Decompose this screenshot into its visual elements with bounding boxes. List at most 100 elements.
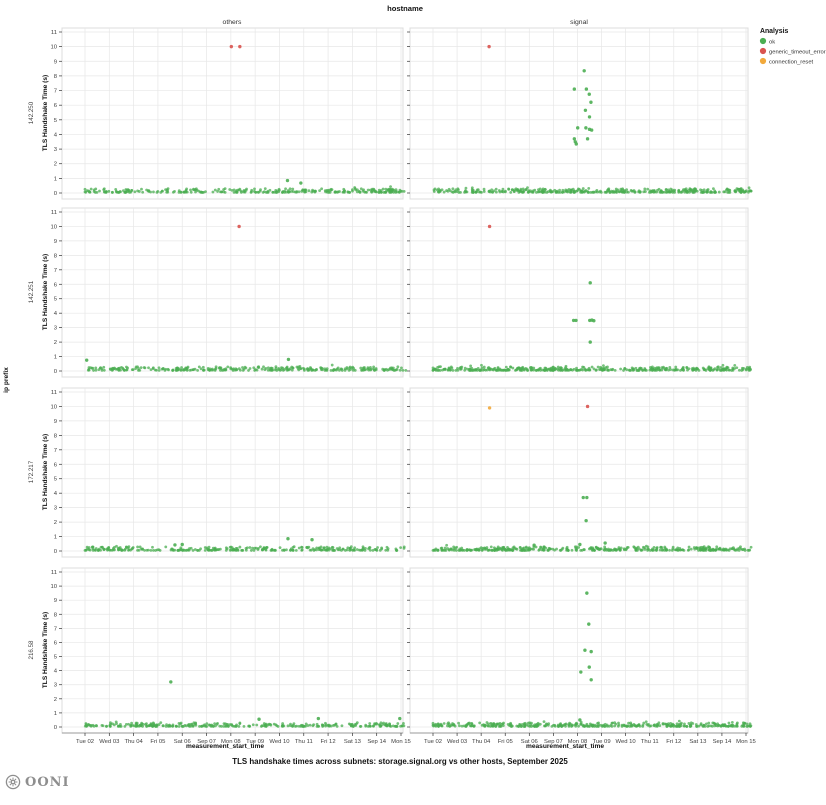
baseline-point-ok [510, 188, 514, 192]
x-tick-label: Mon 08 [568, 739, 588, 745]
baseline-point-ok [330, 363, 334, 367]
baseline-point-ok [458, 724, 461, 728]
baseline-point-ok [391, 724, 395, 728]
baseline-point-ok [453, 189, 456, 193]
baseline-point-ok [721, 363, 725, 367]
baseline-point-ok [459, 548, 463, 552]
baseline-point-ok [720, 368, 724, 372]
baseline-point-ok [611, 367, 615, 371]
baseline-point-ok [87, 368, 91, 372]
baseline-point-ok [332, 724, 335, 727]
baseline-point-ok [595, 725, 598, 728]
y-tick-label: 9 [54, 598, 57, 604]
x-tick-label: Wed 10 [269, 739, 290, 745]
baseline-point-ok [603, 722, 607, 726]
baseline-point-ok [649, 724, 653, 728]
baseline-point-ok [715, 368, 719, 372]
data-point-generic_timeout_error [487, 224, 492, 229]
baseline-point-ok [270, 548, 274, 552]
baseline-point-ok [433, 367, 437, 371]
baseline-point-ok [565, 368, 569, 372]
baseline-point-ok [626, 724, 630, 728]
baseline-point-ok [317, 546, 321, 550]
baseline-point-ok [641, 545, 645, 549]
baseline-point-ok [687, 722, 691, 725]
baseline-point-ok [137, 190, 141, 193]
y-tick-label: 3 [54, 326, 58, 332]
baseline-point-ok [254, 368, 257, 371]
baseline-point-ok [271, 190, 275, 194]
panel-172.217-signal [407, 387, 753, 558]
baseline-point-ok [200, 724, 204, 728]
baseline-point-ok [739, 190, 743, 194]
baseline-point-ok [553, 368, 557, 372]
baseline-point-ok [520, 723, 524, 726]
baseline-point-ok [656, 724, 659, 728]
x-tick-label: Thu 04 [472, 739, 491, 745]
baseline-point-ok [381, 187, 385, 191]
baseline-point-ok [530, 190, 533, 194]
baseline-point-ok [226, 365, 230, 369]
baseline-point-ok [360, 368, 363, 372]
baseline-point-ok [722, 190, 726, 194]
baseline-point-ok [694, 369, 698, 372]
baseline-point-ok [231, 548, 235, 552]
baseline-point-ok [551, 190, 555, 193]
baseline-point-ok [211, 190, 215, 194]
baseline-point-ok [182, 368, 186, 372]
baseline-point-ok [597, 190, 601, 194]
baseline-point-ok [468, 368, 472, 372]
baseline-point-ok [657, 721, 661, 725]
y-axis-title-row-1: TLS Handshake Time (s) [42, 254, 49, 330]
data-point-ok [574, 142, 578, 146]
baseline-point-ok [480, 363, 483, 367]
baseline-point-ok [88, 548, 92, 552]
baseline-point-ok [490, 188, 494, 192]
baseline-point-ok [339, 367, 343, 371]
baseline-point-ok [494, 190, 498, 194]
baseline-point-ok [664, 722, 668, 726]
baseline-point-ok [286, 724, 290, 728]
baseline-point-ok [402, 721, 405, 725]
baseline-point-ok [638, 190, 642, 194]
baseline-point-ok [147, 366, 150, 370]
baseline-point-ok [198, 724, 201, 728]
baseline-point-ok [527, 724, 530, 728]
baseline-point-ok [671, 547, 675, 551]
baseline-point-ok [183, 723, 187, 727]
baseline-point-ok [329, 369, 333, 372]
baseline-point-ok [205, 546, 209, 550]
baseline-point-ok [324, 724, 327, 728]
baseline-point-ok [519, 549, 522, 552]
baseline-point-ok [651, 367, 655, 371]
y-tick-label: 6 [54, 640, 58, 646]
panel-142.250-signal [407, 27, 753, 200]
baseline-point-ok [667, 368, 670, 372]
baseline-point-ok [220, 724, 223, 728]
x-tick-label: Thu 11 [295, 739, 313, 745]
baseline-point-ok [83, 549, 87, 552]
baseline-point-ok [516, 188, 520, 191]
baseline-point-ok [564, 724, 567, 728]
baseline-point-ok [609, 368, 613, 372]
baseline-point-ok [587, 187, 591, 190]
baseline-point-ok [355, 721, 359, 725]
baseline-point-ok [359, 548, 363, 552]
baseline-point-ok [302, 369, 306, 372]
baseline-point-ok [609, 549, 612, 552]
baseline-point-ok [470, 724, 474, 728]
baseline-point-ok [741, 548, 745, 551]
y-tick-label: 7 [54, 448, 57, 454]
baseline-point-ok [395, 368, 399, 371]
x-tick-label: Wed 03 [99, 739, 120, 745]
y-tick-label: 11 [51, 30, 57, 36]
baseline-point-ok [184, 188, 188, 192]
baseline-point-ok [329, 724, 333, 728]
baseline-point-ok [278, 546, 282, 550]
baseline-point-ok [277, 368, 281, 372]
baseline-point-ok [446, 722, 450, 726]
baseline-point-ok [177, 548, 181, 552]
baseline-point-ok [180, 724, 184, 728]
baseline-point-ok [627, 721, 630, 725]
baseline-point-ok [536, 724, 540, 727]
